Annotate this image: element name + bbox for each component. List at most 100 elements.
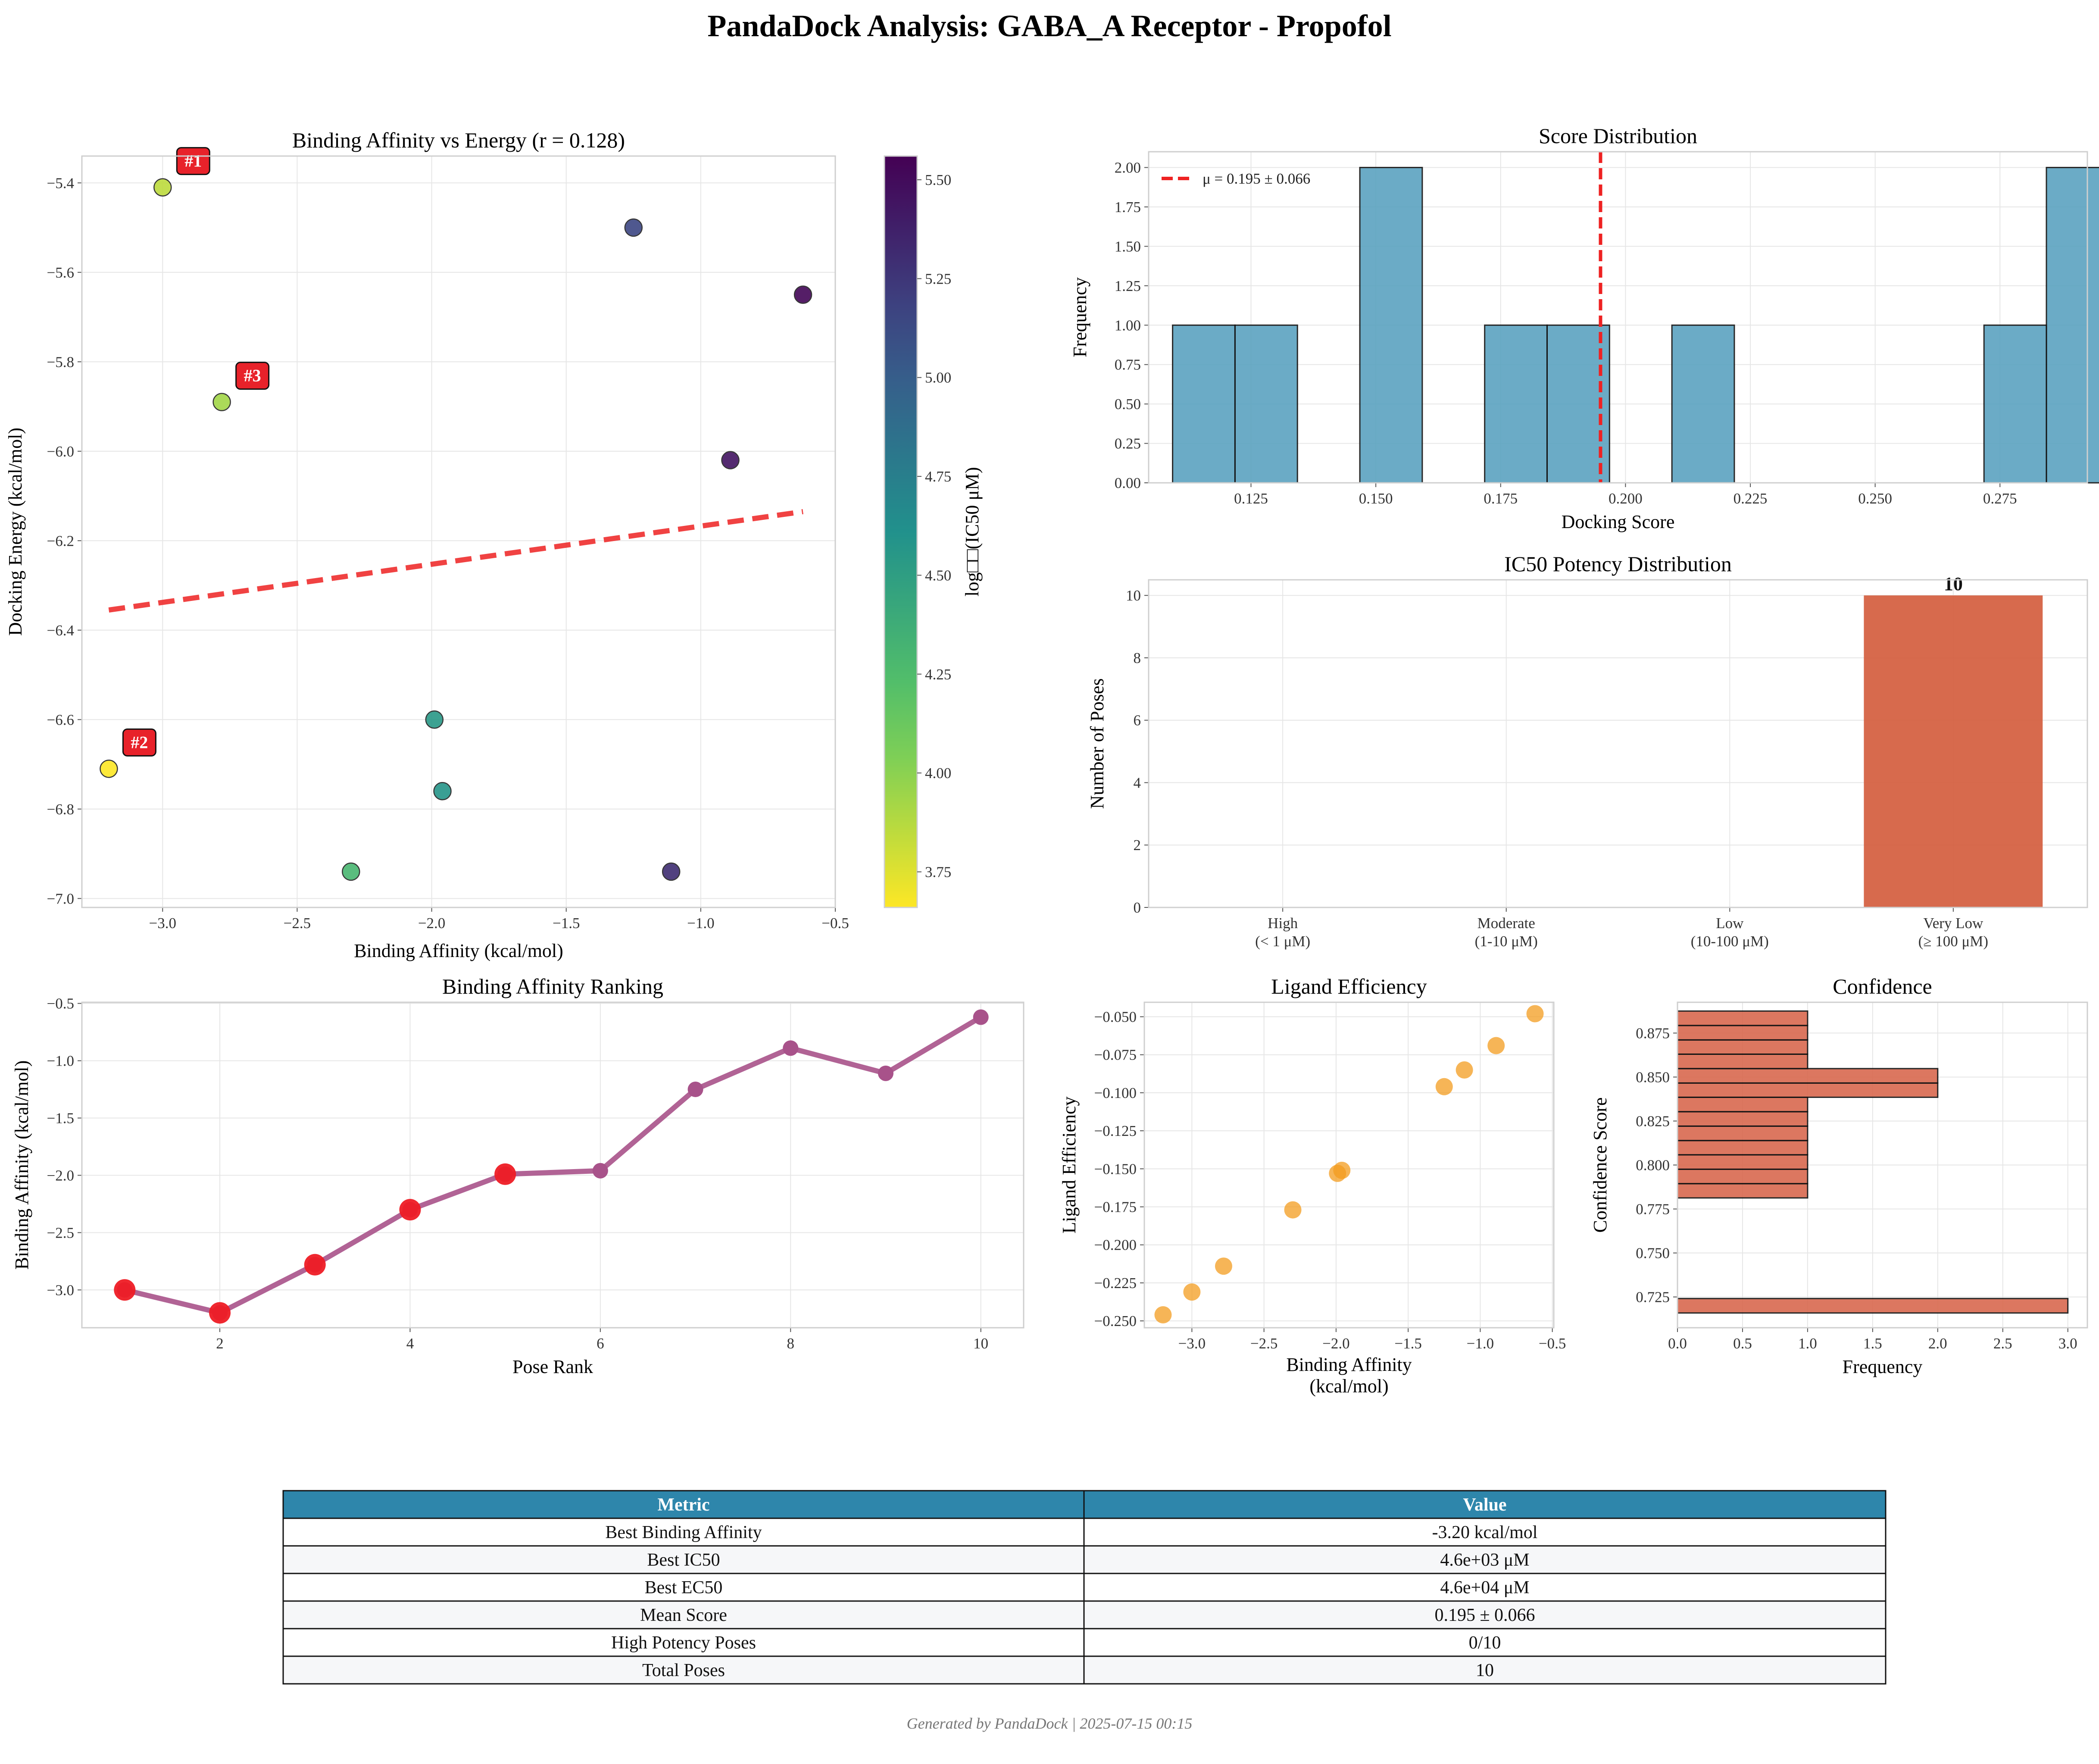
x-tick-label: −2.0 (418, 915, 446, 932)
category-label: (1-10 μM) (1475, 933, 1538, 950)
metric-cell: Total Poses (642, 1661, 725, 1680)
y-tick-label: −0.5 (47, 995, 75, 1012)
confidence-chart: 0.0 0.5 1.0 1.5 2.0 2.5 3.0 0.725 0.750 0.775 0.80… (1590, 974, 2088, 1377)
y-tick-label: 0.750 (1636, 1245, 1670, 1262)
affinity-vs-energy-chart: −3.0 −2.5 −2.0 −1.5 −1.0 −0.5 −7.0 −6.8 −6.6 −6.4… (5, 128, 849, 961)
x-axis-label: Docking Score (1562, 511, 1675, 532)
efficiency-point (1183, 1283, 1201, 1301)
metric-cell: Best IC50 (647, 1550, 720, 1570)
confidence-bar (1677, 1183, 1809, 1199)
category-label: Low (1716, 915, 1744, 932)
x-tick-label: −0.5 (821, 915, 849, 932)
histogram-bar (1234, 324, 1298, 484)
pose-point (433, 782, 452, 801)
category-label: (< 1 μM) (1255, 933, 1310, 950)
colorbar-bar (884, 155, 918, 908)
x-tick-label: −0.5 (1539, 1335, 1566, 1352)
confidence-bar (1677, 1068, 1939, 1084)
y-tick-label: −5.6 (47, 264, 75, 281)
plot-frame (1148, 151, 2088, 484)
y-tick-label: −0.225 (1094, 1275, 1137, 1292)
y-tick-label: −0.150 (1094, 1160, 1137, 1177)
x-tick-label: −1.0 (687, 915, 715, 932)
y-tick-label: 0.850 (1636, 1069, 1670, 1085)
y-axis-label: Docking Energy (kcal/mol) (5, 428, 26, 636)
colorbar-label: log□□(IC50 μM) (962, 467, 983, 596)
ranking-point (973, 1009, 989, 1025)
x-tick-label: 1.0 (1798, 1335, 1817, 1352)
ranking-point (878, 1065, 893, 1081)
y-tick-label: −6.4 (47, 622, 75, 639)
plot-area (1144, 1002, 1554, 1328)
x-tick-label: 0.200 (1609, 490, 1643, 507)
trend-line (108, 509, 803, 613)
x-tick-label: −2.5 (284, 915, 311, 932)
efficiency-point (1435, 1078, 1453, 1095)
ranking-point (592, 1163, 608, 1179)
metrics-table: Metric Value Best Binding Affinity -3.20 kc… (282, 1490, 1887, 1685)
y-tick-label: −6.2 (47, 532, 75, 549)
pose-point (425, 710, 444, 729)
y-tick-label: −7.0 (47, 890, 75, 907)
efficiency-point (1526, 1005, 1544, 1023)
x-tick-label: 3.0 (2058, 1335, 2077, 1352)
histogram-bar (1172, 324, 1236, 484)
x-tick-label: −3.0 (149, 915, 177, 932)
colorbar-tick-label: 4.25 (925, 666, 951, 683)
x-tick-label: 0.275 (1983, 490, 2017, 507)
y-tick-label: −0.075 (1094, 1047, 1137, 1063)
chart-title: Score Distribution (1539, 124, 1697, 148)
top-pose-label: #3 (244, 366, 261, 385)
y-tick-label: 0.25 (1115, 435, 1141, 452)
top-pose-badge (122, 728, 156, 757)
top-pose-marker (114, 1279, 136, 1301)
efficiency-point (1487, 1037, 1505, 1054)
y-tick-label: −2.5 (47, 1224, 75, 1241)
pose-point (662, 862, 681, 881)
chart-title: Binding Affinity Ranking (442, 974, 663, 998)
confidence-bar (1677, 1025, 1809, 1041)
y-tick-label: 0.875 (1636, 1025, 1670, 1042)
plot-frame (81, 155, 836, 908)
chart-title: Confidence (1833, 974, 1932, 998)
colorbar-tick-label: 4.75 (925, 468, 951, 485)
x-axis-label: (kcal/mol) (1309, 1376, 1388, 1397)
plot-frame (1677, 1001, 2088, 1329)
y-tick-label: 0.50 (1115, 396, 1141, 413)
x-tick-label: 1.5 (1863, 1335, 1882, 1352)
colorbar-tick-label: 5.50 (925, 172, 951, 188)
y-tick-label: −0.175 (1094, 1199, 1137, 1216)
table-header-cell: Metric (657, 1495, 709, 1515)
y-tick-label: −2.0 (47, 1167, 75, 1184)
metric-cell: High Potency Poses (611, 1633, 756, 1653)
confidence-bar (1677, 1125, 1809, 1142)
x-axis-label: Binding Affinity (1286, 1354, 1412, 1375)
y-tick-label: 0.775 (1636, 1201, 1670, 1218)
chart-title: Binding Affinity vs Energy (r = 0.128) (292, 128, 625, 152)
ic50-colorbar: 3.75 4.00 4.25 4.50 4.75 5.00 5.25 5.50 log□□(IC… (884, 155, 983, 908)
confidence-bar (1677, 1140, 1809, 1156)
confidence-bar (1677, 1298, 2069, 1314)
colorbar-tick-label: 4.00 (925, 765, 951, 782)
x-tick-label: −1.5 (553, 915, 580, 932)
y-axis-label: Number of Poses (1087, 678, 1108, 809)
top-pose-marker (304, 1254, 326, 1276)
value-cell: 4.6e+03 μM (1440, 1550, 1529, 1570)
plot-frame (81, 1001, 1025, 1329)
metric-cell: Mean Score (640, 1605, 727, 1625)
x-tick-label: 2.0 (1928, 1335, 1947, 1352)
y-tick-label: 0.800 (1636, 1157, 1670, 1174)
legend-label: μ = 0.195 ± 0.066 (1203, 170, 1310, 187)
plot-frame (1148, 579, 2088, 908)
y-axis-label: Binding Affinity (kcal/mol) (11, 1060, 32, 1270)
histogram-bar (1983, 324, 2047, 484)
chart-title: Ligand Efficiency (1271, 974, 1427, 998)
plot-area (82, 156, 835, 907)
value-cell: 0/10 (1469, 1633, 1501, 1653)
value-cell: 4.6e+04 μM (1440, 1578, 1529, 1598)
y-tick-label: 0.825 (1636, 1113, 1670, 1129)
x-axis-label: Binding Affinity (kcal/mol) (354, 940, 563, 961)
y-tick-label: −5.8 (47, 353, 75, 370)
colorbar-tick-label: 5.00 (925, 369, 951, 386)
y-tick-label: −5.4 (47, 175, 75, 191)
